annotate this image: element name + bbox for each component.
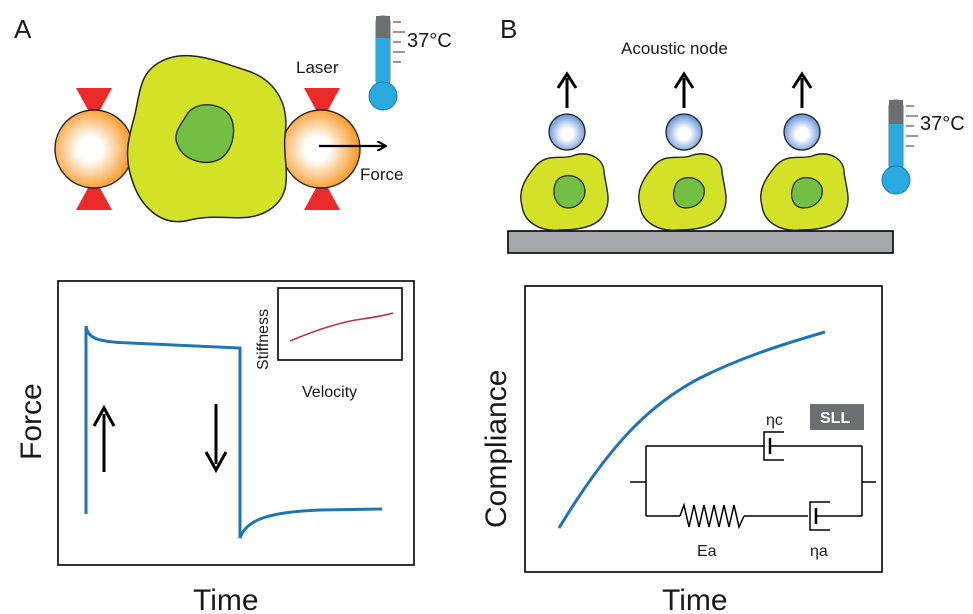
force-curve [84, 325, 383, 539]
thermometer-icon [881, 99, 918, 195]
force-plot-frame [57, 280, 415, 566]
inset-ylabel: Stiffness [255, 309, 272, 370]
force-label: Force [360, 165, 403, 184]
up-arrow-icon [92, 404, 116, 472]
temperature-label-b: 37°C [920, 113, 965, 135]
acoustic-node-label: Acoustic node [621, 39, 728, 58]
adhered-cell-1-icon [520, 113, 609, 231]
temperature-label-a: 37°C [407, 30, 452, 52]
compliance-curve [557, 330, 826, 529]
spring-label: Ea [697, 543, 717, 560]
down-arrow-icon [204, 404, 228, 474]
force-axis-label: Force [15, 383, 48, 460]
laser-label: Laser [296, 58, 339, 77]
thermometer-icon [368, 15, 405, 111]
optical-bead-left-icon [54, 109, 134, 189]
acoustic-arrow-2-icon [673, 71, 695, 108]
acoustic-arrow-3-icon [791, 71, 813, 108]
sll-circuit-icon [630, 431, 876, 531]
adhered-cell-3-icon [760, 113, 849, 231]
nucleus-icon [175, 104, 235, 163]
acoustic-arrow-1-icon [556, 71, 578, 108]
substrate-icon [507, 230, 894, 254]
model-badge [810, 404, 864, 430]
optical-bead-right-icon [281, 109, 361, 189]
panel-b-letter: B [500, 14, 517, 44]
laser-left-icon [76, 88, 112, 210]
adhered-cell-2-icon [638, 113, 727, 231]
inset-stiffness-curve [289, 312, 394, 342]
compliance-plot-frame [524, 285, 883, 573]
laser-right-icon [304, 88, 340, 210]
model-badge-label: SLL [820, 410, 850, 427]
panel-a-letter: A [14, 14, 32, 44]
dashpot-a-label: ηa [810, 543, 828, 560]
time-axis-label-a: Time [193, 584, 259, 614]
dashpot-c-label: ηc [766, 412, 783, 429]
compliance-axis-label: Compliance [480, 370, 513, 528]
inset-xlabel: Velocity [302, 384, 357, 401]
time-axis-label-b: Time [662, 584, 728, 614]
